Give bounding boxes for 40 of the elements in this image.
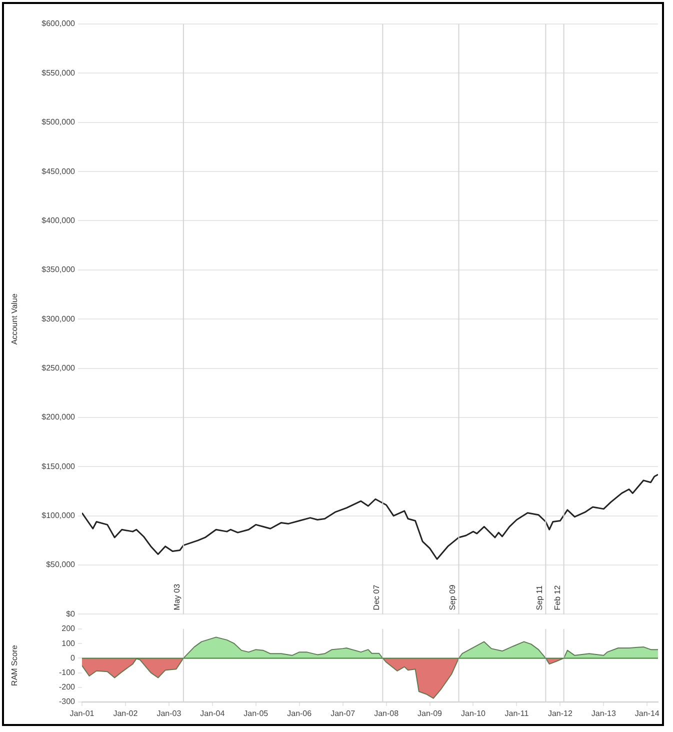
y-tick-label: 0 xyxy=(70,653,76,662)
y-tick-label: $600,000 xyxy=(42,19,76,28)
y-tick-label: $150,000 xyxy=(42,462,76,471)
x-tick-label: Jan-10 xyxy=(461,709,486,718)
ref-line-label: Dec 07 xyxy=(372,584,381,610)
y-tick-label: $200,000 xyxy=(42,412,76,422)
y-tick-label: $0 xyxy=(66,609,76,618)
y-tick-label: $400,000 xyxy=(42,216,76,225)
x-tick-label: Jan-14 xyxy=(634,709,660,718)
x-tick-label: Jan-07 xyxy=(330,709,356,718)
x-tick-label: Jan-13 xyxy=(591,709,616,718)
y-tick-label: $250,000 xyxy=(42,363,76,372)
y-tick-label: 200 xyxy=(62,624,76,634)
ref-line-label: Sep 11 xyxy=(534,584,544,610)
y-tick-label: 100 xyxy=(62,638,76,648)
y-tick-label: $450,000 xyxy=(42,166,76,176)
y-tick-label: $550,000 xyxy=(42,68,76,78)
y-tick-label: $350,000 xyxy=(42,265,76,274)
ref-line-label: Feb 12 xyxy=(553,584,562,610)
y-tick-label: -100 xyxy=(58,668,76,678)
y-tick-label: $500,000 xyxy=(42,118,76,127)
y-axis-title: RAM Score xyxy=(10,644,20,686)
ref-line-label: May 03 xyxy=(172,583,182,610)
x-tick-label: Jan-06 xyxy=(287,709,312,718)
x-tick-label: Jan-08 xyxy=(374,709,400,718)
x-tick-label: Jan-11 xyxy=(504,709,530,718)
x-tick-label: Jan-12 xyxy=(548,709,573,718)
y-tick-label: $100,000 xyxy=(42,511,76,520)
y-tick-label: $50,000 xyxy=(46,560,76,570)
x-tick-label: Jan-02 xyxy=(113,709,138,718)
x-tick-label: Jan-09 xyxy=(418,709,443,718)
x-tick-label: Jan-01 xyxy=(70,709,95,718)
y-tick-label: -200 xyxy=(58,682,76,692)
y-tick-label: $300,000 xyxy=(42,314,76,324)
x-tick-label: Jan-05 xyxy=(244,709,269,718)
x-tick-label: Jan-03 xyxy=(156,709,182,718)
y-tick-label: -300 xyxy=(58,697,76,706)
ref-line-label: Sep 09 xyxy=(448,584,457,610)
x-tick-label: Jan-04 xyxy=(200,709,226,718)
y-axis-title: Account Value xyxy=(10,293,20,345)
